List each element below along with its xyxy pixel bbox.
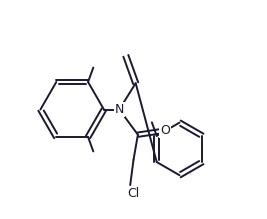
Text: O: O — [160, 124, 170, 137]
Text: Cl: Cl — [127, 187, 140, 200]
Text: N: N — [115, 103, 124, 116]
